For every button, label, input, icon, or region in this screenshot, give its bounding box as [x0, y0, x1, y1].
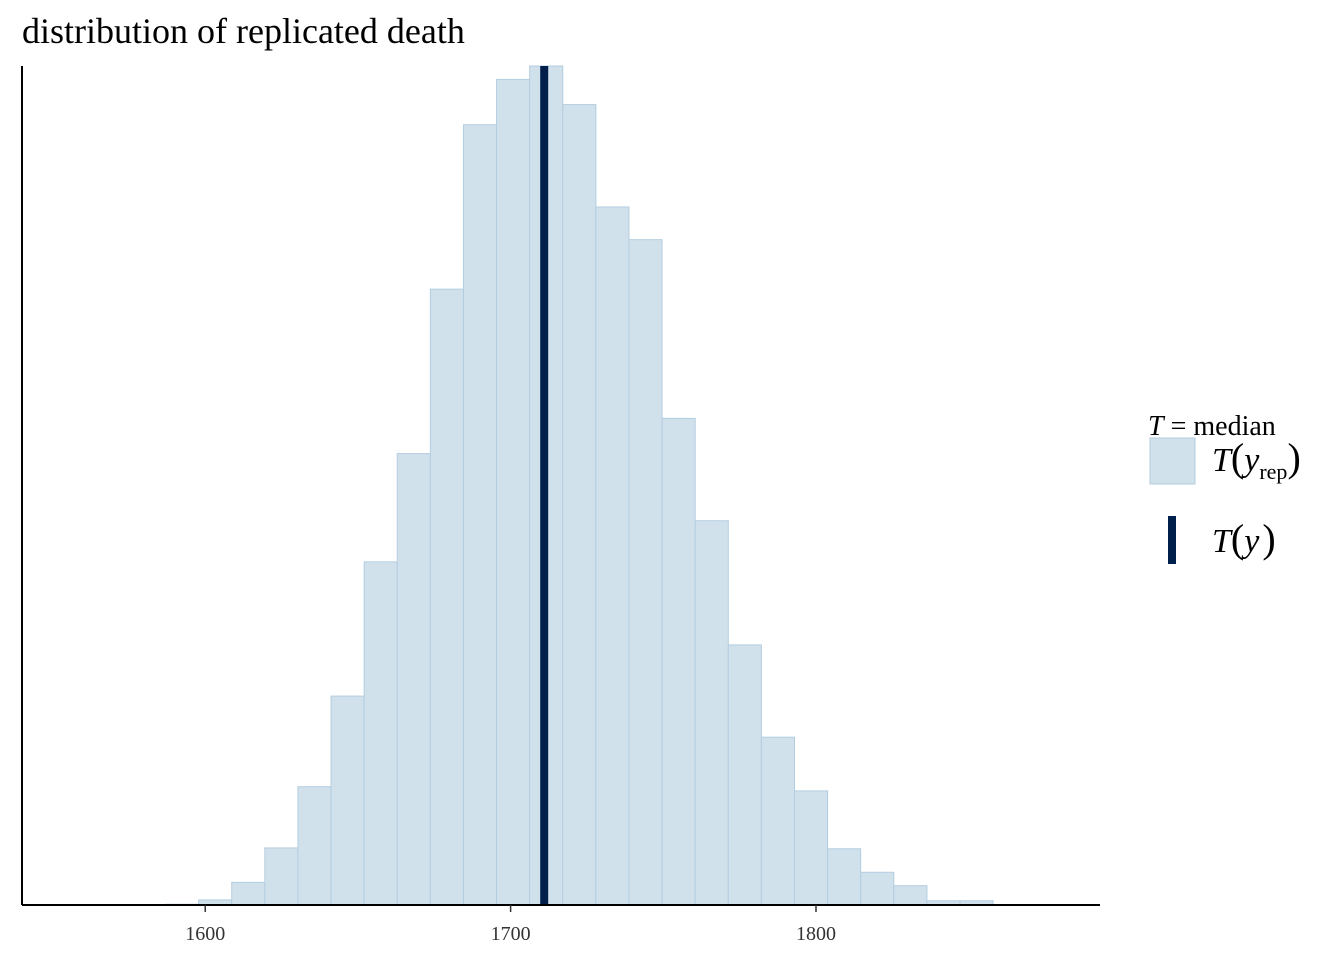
histogram-bar [297, 786, 332, 906]
histogram-bars [165, 65, 994, 906]
histogram-bar [661, 417, 696, 906]
histogram-bar [860, 871, 895, 906]
legend-title: T = median [1148, 411, 1276, 442]
histogram-bar [727, 644, 762, 906]
histogram-bar [628, 239, 663, 906]
legend-swatch-bar [1149, 437, 1196, 485]
legend-label: T(y) [1212, 516, 1276, 561]
histogram-bar [827, 848, 862, 906]
x-tick-label: 1600 [185, 923, 225, 945]
chart-title: distribution of replicated death [22, 11, 465, 51]
histogram-bar [396, 453, 431, 906]
x-tick-label: 1700 [491, 923, 531, 945]
histogram-bar [793, 790, 829, 906]
x-tick-label: 1800 [796, 923, 836, 945]
histogram-bar [496, 78, 531, 906]
legend-label: T(yrep) [1212, 435, 1301, 484]
histogram-bar [231, 881, 266, 906]
histogram-bar [760, 736, 795, 906]
histogram-bar [562, 104, 597, 906]
histogram-bar [330, 695, 365, 906]
histogram-bar [429, 288, 464, 906]
histogram-bar [363, 561, 398, 906]
histogram-bar [694, 520, 729, 906]
x-axis-ticks: 1600 1700 1800 [185, 905, 836, 945]
histogram-bar [462, 124, 498, 906]
histogram-bar [264, 847, 299, 906]
histogram-bar [893, 885, 928, 906]
histogram-bar [595, 206, 630, 906]
